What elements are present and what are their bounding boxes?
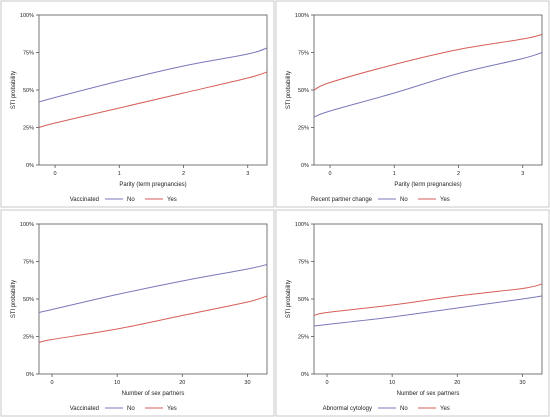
legend-title: Vaccinated	[70, 406, 99, 412]
panel-frame	[275, 209, 550, 417]
x-tick-label: 3	[521, 171, 524, 177]
x-axis-label: Parity (term pregnancies)	[119, 182, 186, 188]
legend: Recent partner change No Yes	[311, 197, 450, 203]
y-axis-label: STI probability	[11, 71, 17, 109]
legend-label-yes: Yes	[440, 197, 450, 203]
x-tick-label: 10	[114, 380, 120, 386]
chart-panel-4: 0% 25% 50% 75% 100% 0 10 20 30 STI probability Num…	[275, 209, 550, 417]
x-tick-label: 0	[329, 171, 332, 177]
series-line-no	[38, 264, 268, 313]
legend-label-yes: Yes	[167, 406, 177, 412]
x-tick-label: 0	[325, 380, 328, 386]
x-axis-label: Parity (term pregnancies)	[394, 182, 461, 188]
y-tick-label: 50%	[23, 88, 34, 94]
chart-panel-1: 0% 25% 50% 75% 100% 0 1 2 3 STI probability Parity…	[0, 0, 275, 208]
x-tick-label: 1	[393, 171, 396, 177]
x-tick-label: 3	[246, 171, 249, 177]
x-tick-label: 20	[454, 380, 460, 386]
x-axis-label: Number of sex partners	[122, 391, 185, 397]
x-axis-label: Number of sex partners	[397, 391, 460, 397]
y-tick-label: 75%	[23, 260, 34, 266]
x-tick-label: 20	[179, 380, 185, 386]
series-line-yes	[38, 71, 268, 128]
y-tick-label: 25%	[298, 126, 309, 132]
y-axis-label: STI probability	[11, 280, 17, 318]
x-tick-label: 2	[457, 171, 460, 177]
series-line-no	[313, 295, 543, 327]
legend-label-no: No	[127, 197, 135, 203]
legend: Abnormal cytology No Yes	[323, 406, 450, 412]
y-tick-label: 0%	[301, 163, 309, 169]
y-tick-label: 50%	[23, 297, 34, 303]
y-tick-label: 50%	[298, 88, 309, 94]
legend-label-no: No	[400, 406, 408, 412]
legend: Vaccinated No Yes	[70, 197, 177, 203]
y-tick-label: 25%	[23, 126, 34, 132]
y-tick-label: 50%	[298, 297, 309, 303]
x-tick-label: 1	[118, 171, 121, 177]
y-tick-label: 75%	[298, 51, 309, 57]
x-tick-label: 30	[244, 380, 250, 386]
series-line-no	[313, 52, 543, 118]
y-tick-label: 100%	[295, 222, 309, 228]
chart-panel-3: 0% 25% 50% 75% 100% 0 10 20 30 STI probability Num…	[0, 209, 275, 417]
series-line-no	[38, 47, 268, 103]
x-tick-label: 0	[54, 171, 57, 177]
legend-label-yes: Yes	[440, 406, 450, 412]
legend-title: Recent partner change	[311, 197, 373, 203]
legend-title: Vaccinated	[70, 197, 99, 203]
series-line-yes	[38, 295, 268, 343]
y-tick-label: 75%	[23, 51, 34, 57]
x-tick-label: 2	[182, 171, 185, 177]
legend-title: Abnormal cytology	[323, 406, 372, 412]
legend: Vaccinated No Yes	[70, 406, 177, 412]
legend-label-no: No	[400, 197, 408, 203]
y-tick-label: 75%	[298, 260, 309, 266]
series-line-yes	[313, 34, 543, 91]
y-axis-label: STI probability	[286, 280, 292, 318]
y-tick-label: 0%	[26, 163, 34, 169]
y-tick-label: 100%	[20, 13, 34, 19]
y-tick-label: 25%	[23, 335, 34, 341]
x-tick-label: 30	[519, 380, 525, 386]
y-tick-label: 0%	[301, 372, 309, 378]
legend-label-yes: Yes	[167, 197, 177, 203]
y-tick-label: 100%	[20, 222, 34, 228]
legend-label-no: No	[127, 406, 135, 412]
y-tick-label: 100%	[295, 13, 309, 19]
panel-frame	[275, 0, 550, 208]
y-tick-label: 0%	[26, 372, 34, 378]
x-tick-label: 0	[50, 380, 53, 386]
chart-panel-2: 0% 25% 50% 75% 100% 0 1 2 3 STI probability Parity…	[275, 0, 550, 208]
panel-frame	[0, 209, 275, 417]
y-axis-label: STI probability	[286, 71, 292, 109]
y-tick-label: 25%	[298, 335, 309, 341]
series-line-yes	[313, 283, 543, 316]
x-tick-label: 10	[389, 380, 395, 386]
